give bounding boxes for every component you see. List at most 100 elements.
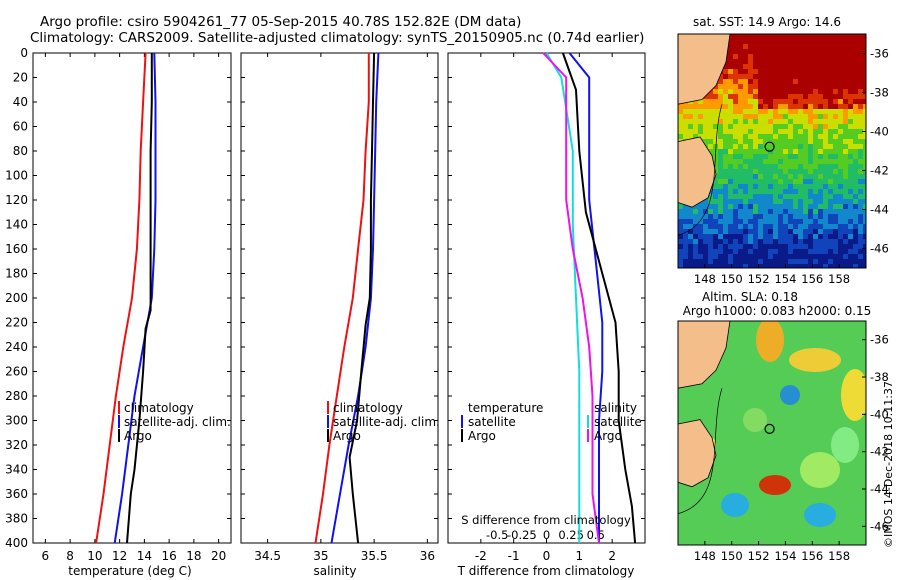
- legend-s-satellite: satellite: [594, 415, 642, 429]
- legend-satellite: satellite-adj. clim.: [333, 415, 440, 429]
- sla-map-subtitle: Argo h1000: 0.083 h2000: 0.15: [683, 304, 872, 318]
- depth-label: 360: [5, 487, 28, 501]
- depth-label: 320: [5, 438, 28, 452]
- x2-tick-label: 0: [543, 528, 550, 542]
- x-tick-label: 10: [87, 549, 102, 563]
- anomaly-blob: [780, 385, 800, 405]
- salinity-panel: 34.5 35 35.5 36: [240, 52, 439, 563]
- lat-label: -46: [870, 519, 889, 533]
- legend-argo: Argo: [333, 429, 361, 443]
- temperature-legend: climatology satellite-adj. clim. Argo: [118, 401, 231, 443]
- x-tick-label: 36: [420, 549, 435, 563]
- lat-label: -38: [870, 370, 889, 384]
- x-tick-label: 0: [543, 549, 551, 563]
- series-line: [545, 52, 581, 543]
- depth-label: 80: [13, 144, 28, 158]
- series-line: [348, 52, 376, 544]
- legend-climatology: climatology: [124, 401, 194, 415]
- depth-label: 40: [13, 95, 28, 109]
- x-tick-label: 2: [608, 549, 616, 563]
- series-line: [95, 52, 147, 544]
- x2-tick-label: 0.5: [587, 528, 605, 542]
- salinity-legend: climatology satellite-adj. clim. Argo: [327, 401, 440, 443]
- legend-salinity: salinity: [594, 401, 637, 415]
- series-line: [314, 53, 370, 544]
- legend-argo: Argo: [124, 429, 152, 443]
- lon-label: 150: [721, 549, 743, 563]
- mainland: [678, 34, 731, 105]
- x-tick-label: 35.5: [361, 549, 388, 563]
- lon-label: 158: [828, 549, 850, 563]
- depth-label: 220: [5, 316, 28, 330]
- lon-label: 148: [694, 549, 716, 563]
- x-tick-label: 20: [211, 549, 226, 563]
- isobath: [678, 104, 723, 236]
- series-line: [113, 52, 157, 544]
- x-tick-label: 16: [161, 549, 176, 563]
- difference-panel: -2 -1 0 1 2 -0.5-0.25 0 0.25 0.5: [447, 52, 646, 563]
- x2-tick-label: -0.25: [507, 528, 537, 542]
- x-tick-label: 8: [66, 549, 74, 563]
- sst-field: [678, 34, 866, 268]
- series-line: [126, 53, 153, 544]
- argo-float-marker: [764, 423, 775, 434]
- anomaly-blob: [743, 408, 767, 432]
- map-frame: [677, 33, 867, 269]
- anomaly-blob: [800, 452, 840, 488]
- anomaly-blob: [831, 427, 859, 463]
- depth-axis: 0 20 40 60 80 100 120 140 160 180 200 220 240 260 280 3…: [5, 46, 28, 550]
- anomaly-blob: [789, 348, 841, 372]
- lat-label: -42: [870, 164, 889, 178]
- header-line1: Argo profile: csiro 5904261_77 05-Sep-20…: [40, 14, 521, 30]
- lat-label: -44: [870, 203, 889, 217]
- x-tick-label: 34.5: [254, 549, 281, 563]
- legend-s-argo: Argo: [594, 429, 622, 443]
- x-tick-label: 14: [137, 549, 152, 563]
- lat-label: -36: [870, 333, 889, 347]
- lon-label: 152: [748, 549, 770, 563]
- lon-label: 154: [774, 549, 796, 563]
- salinity-xlabel: salinity: [313, 564, 356, 578]
- x-tick-label: 12: [112, 549, 127, 563]
- difference-legend: temperature satellite Argo salinity sate…: [461, 401, 642, 443]
- sla-map-title: Altim. SLA: 0.18: [702, 290, 798, 304]
- depth-label: 380: [5, 512, 28, 526]
- plot-frame: [447, 52, 646, 544]
- anomaly-blob: [759, 475, 791, 495]
- difference-xlabel: T difference from climatology: [457, 564, 635, 578]
- tasmania: [678, 419, 717, 488]
- depth-label: 300: [5, 414, 28, 428]
- temperature-panel: 6 8 10 12 14 16 18 20: [32, 52, 232, 563]
- depth-label: 200: [5, 291, 28, 305]
- depth-label: 340: [5, 463, 28, 477]
- sla-map: 148 150 152 154 156 158 -36 -38 -40 -42 -44 -46: [677, 320, 889, 563]
- series-line: [330, 52, 380, 544]
- plot-frame: [240, 52, 439, 544]
- anomaly-blob: [756, 321, 784, 362]
- mainland: [678, 321, 731, 389]
- x2-tick-label: 0.25: [558, 528, 584, 542]
- lat-label: -46: [870, 242, 889, 256]
- depth-label: 140: [5, 218, 28, 232]
- depth-label: 400: [5, 536, 28, 550]
- x-tick-label: 18: [186, 549, 201, 563]
- depth-label: 180: [5, 267, 28, 281]
- sst-map-title: sat. SST: 14.9 Argo: 14.6: [693, 15, 841, 29]
- depth-label: 280: [5, 389, 28, 403]
- depth-label: 240: [5, 340, 28, 354]
- lon-label: 156: [801, 549, 823, 563]
- legend-t-satellite: satellite: [468, 415, 516, 429]
- sst-map: 148 150 152 154 156 158 -36 -38 -40 -42 -44 -46: [677, 33, 889, 286]
- lat-label: -38: [870, 86, 889, 100]
- depth-label: 260: [5, 365, 28, 379]
- x-tick-label: -2: [475, 549, 487, 563]
- lon-label: 154: [774, 272, 796, 286]
- anomaly-blob: [804, 503, 836, 527]
- depth-label: 160: [5, 242, 28, 256]
- series-line: [561, 52, 637, 544]
- series-line: [568, 52, 604, 543]
- lon-label: 156: [801, 272, 823, 286]
- lon-label: 152: [748, 272, 770, 286]
- lat-label: -40: [870, 407, 889, 421]
